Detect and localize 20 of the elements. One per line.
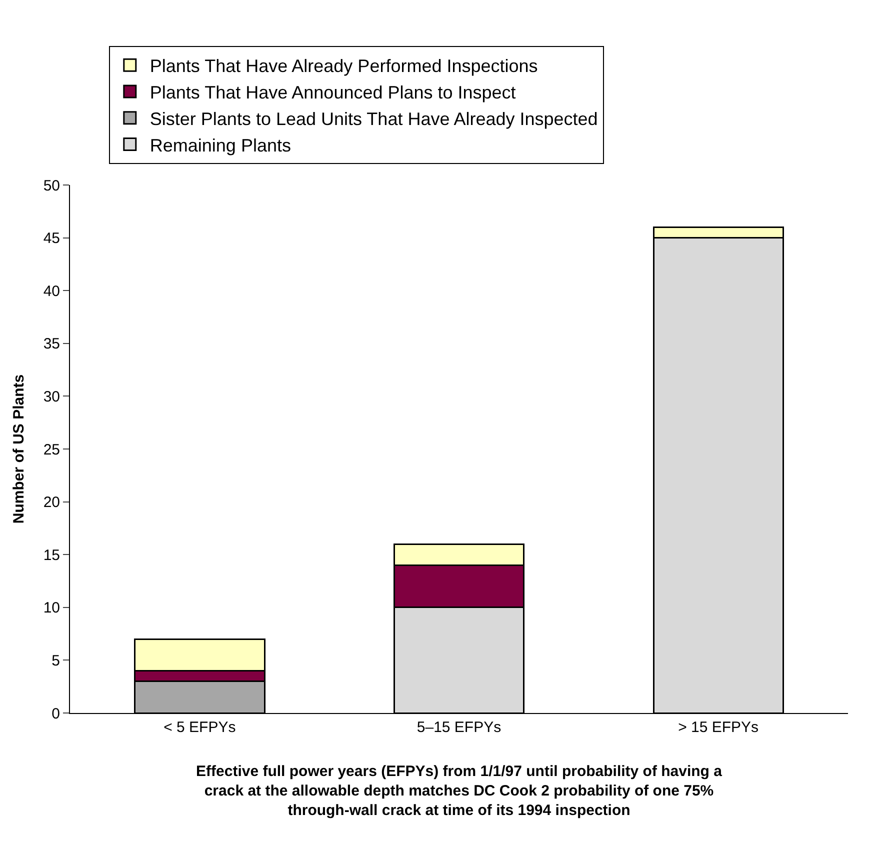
x-axis-title: Effective full power years (EFPYs) from 1/1/97 until probability of having a crack at the allowable depth matches DC Cook 2 probability of one 75% through-wall crack at time of its 1994 inspection [196,763,723,819]
y-tick-label: 0 [52,705,60,722]
y-tick-label: 10 [43,600,60,617]
y-tick-label: 5 [52,652,60,670]
y-tick-label: 35 [43,336,60,353]
legend-label: Plants That Have Announced Plans to Inspect [150,82,516,102]
y-tick-label: 40 [43,282,60,300]
y-tick-label: 30 [43,388,60,406]
y-axis-title: Number of US Plants [10,374,28,524]
y-tick-label: 20 [43,494,60,512]
y-tick-label: 25 [43,441,60,458]
legend-label: Sister Plants to Lead Units That Have Already Inspected [150,108,598,129]
legend-label: Plants That Have Already Performed Inspections [150,56,538,76]
x-tick-label: 5–15 EFPYs [416,719,502,736]
y-tick-label: 45 [43,230,60,248]
y-tick-label: 15 [43,546,60,564]
legend-label: Remaining Plants [150,135,291,156]
x-tick-label: > 15 EFPYs [678,719,759,736]
x-tick-label: < 5 EFPYs [164,719,236,736]
y-tick-label: 50 [43,177,60,194]
